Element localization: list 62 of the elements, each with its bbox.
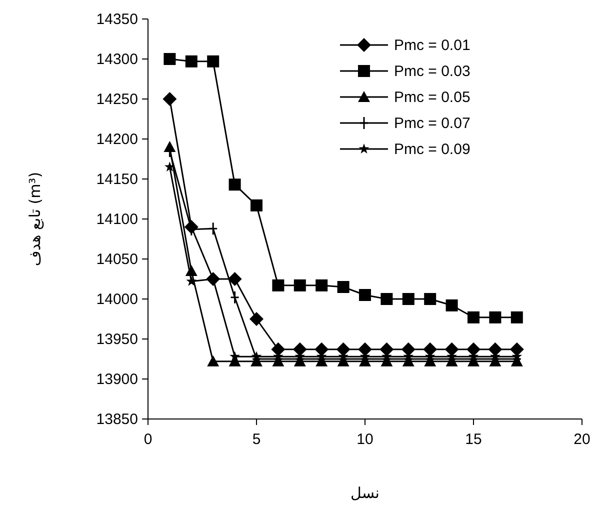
y-tick-label: 14250 [96,91,138,108]
y-tick-label: 14150 [96,171,138,188]
legend-label: Pmc = 0.01 [394,37,470,54]
point [164,162,175,172]
point [337,281,350,293]
x-tick-label: 15 [465,431,482,448]
point [402,293,414,305]
point [314,342,329,356]
point [250,312,264,326]
legend-label: Pmc = 0.09 [394,141,470,158]
point [272,279,284,292]
point [446,299,458,312]
point [185,55,198,68]
point [162,92,177,106]
y-tick-label: 13950 [96,331,138,348]
x-tick-label: 20 [574,431,590,448]
point [207,55,220,68]
point [466,342,480,356]
x-tick-label: 10 [356,431,374,448]
point [228,178,241,191]
point [292,342,307,356]
point [271,342,286,356]
y-tick-label: 14300 [96,51,138,68]
x-tick-label: 0 [144,431,152,448]
y-tick-label: 13850 [96,411,138,428]
point [207,355,220,366]
y-tick-label: 14000 [96,291,138,308]
point [208,222,218,236]
point [380,342,394,356]
x-axis-title: نسل [350,484,380,502]
point [489,311,502,324]
point [510,311,523,324]
point [423,342,438,356]
point [401,342,416,356]
point [488,342,502,356]
point [186,276,197,286]
point [294,279,306,292]
legend-label: Pmc = 0.03 [394,63,470,80]
y-axis-title: تابع هدف (m³) [26,172,44,266]
point [424,293,436,305]
point [336,342,350,356]
point [380,293,393,305]
y-tick-label: 14100 [96,211,138,228]
y-tick-label: 14050 [96,251,138,268]
point [316,279,328,292]
point [444,342,459,356]
x-tick-label: 5 [252,431,261,448]
y-tick-label: 13900 [96,371,138,388]
point [468,311,480,324]
legend-label: Pmc = 0.05 [394,89,470,106]
point [230,290,240,304]
y-tick-label: 14350 [96,11,138,28]
point [230,351,240,362]
point [358,342,372,356]
point [164,53,176,65]
legend-label: Pmc = 0.07 [394,115,470,132]
point [228,272,242,286]
point [359,289,371,301]
point [510,342,524,356]
point [250,199,262,212]
y-tick-label: 14200 [96,131,138,148]
point [251,351,262,362]
